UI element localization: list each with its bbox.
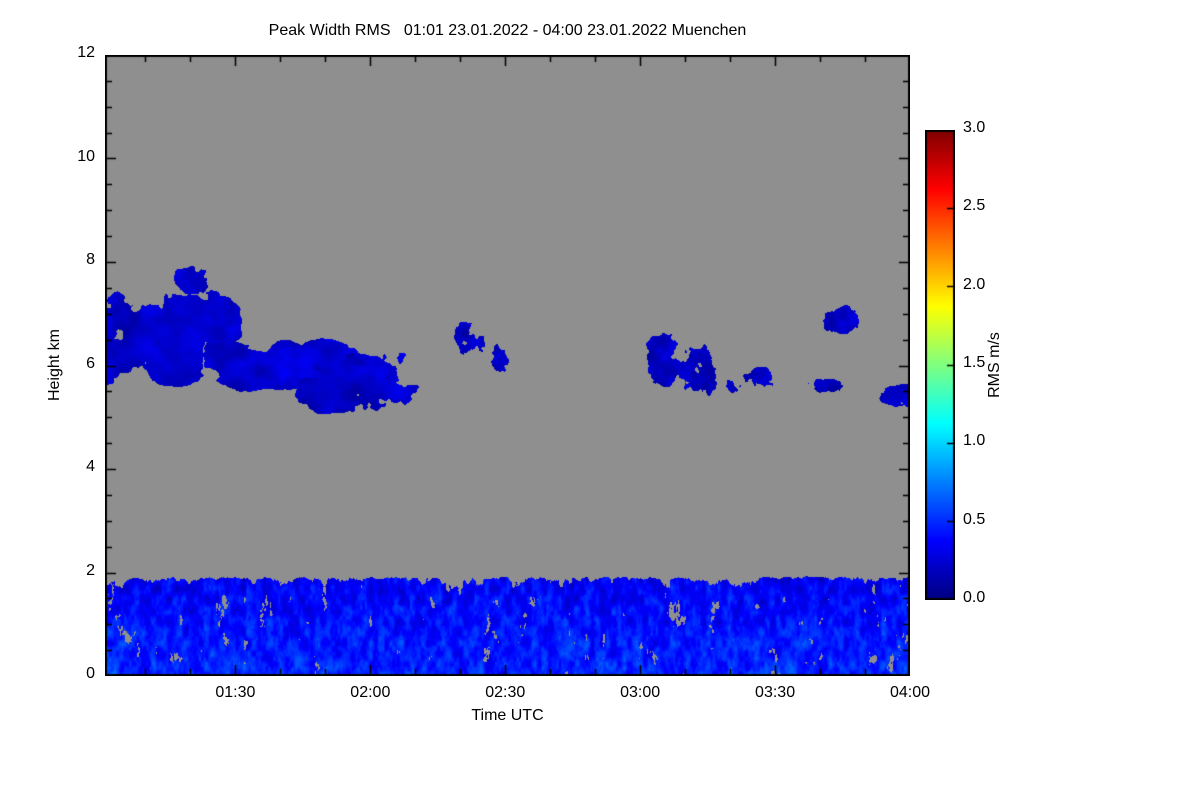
- x-tick-label: 02:00: [350, 684, 391, 701]
- y-tick-label: 2: [86, 561, 95, 579]
- colorbar-tick-label: 0.0: [963, 589, 986, 606]
- y-tick-label: 8: [86, 251, 95, 268]
- colorbar: [925, 130, 955, 600]
- y-tick-label: 4: [86, 458, 95, 475]
- colorbar-label: RMS m/s: [986, 332, 1003, 398]
- colorbar-tick-label: 2.0: [963, 275, 986, 293]
- y-tick-label: 0: [86, 665, 95, 682]
- colorbar-tick-label: 0.5: [963, 510, 986, 528]
- colorbar-tick-label: 1.5: [963, 354, 986, 371]
- x-tick-label: 03:30: [755, 684, 796, 701]
- x-tick-label: 03:00: [620, 684, 661, 701]
- heatmap-plot: [105, 55, 910, 676]
- y-tick-label: 10: [77, 147, 95, 165]
- x-axis-label: Time UTC: [471, 707, 544, 724]
- chart-title: Peak Width RMS 01:01 23.01.2022 - 04:00 …: [268, 22, 747, 39]
- x-tick-label: 04:00: [889, 684, 931, 701]
- colorbar-tick-label: 1.0: [963, 432, 986, 450]
- colorbar-tick-label: 2.5: [963, 197, 986, 215]
- colorbar-tick-label: 3.0: [963, 119, 986, 136]
- y-tick-label: 12: [77, 44, 95, 61]
- x-tick-label: 02:30: [485, 684, 526, 701]
- y-tick-label: 6: [86, 354, 95, 372]
- x-tick-label: 01:30: [215, 684, 256, 701]
